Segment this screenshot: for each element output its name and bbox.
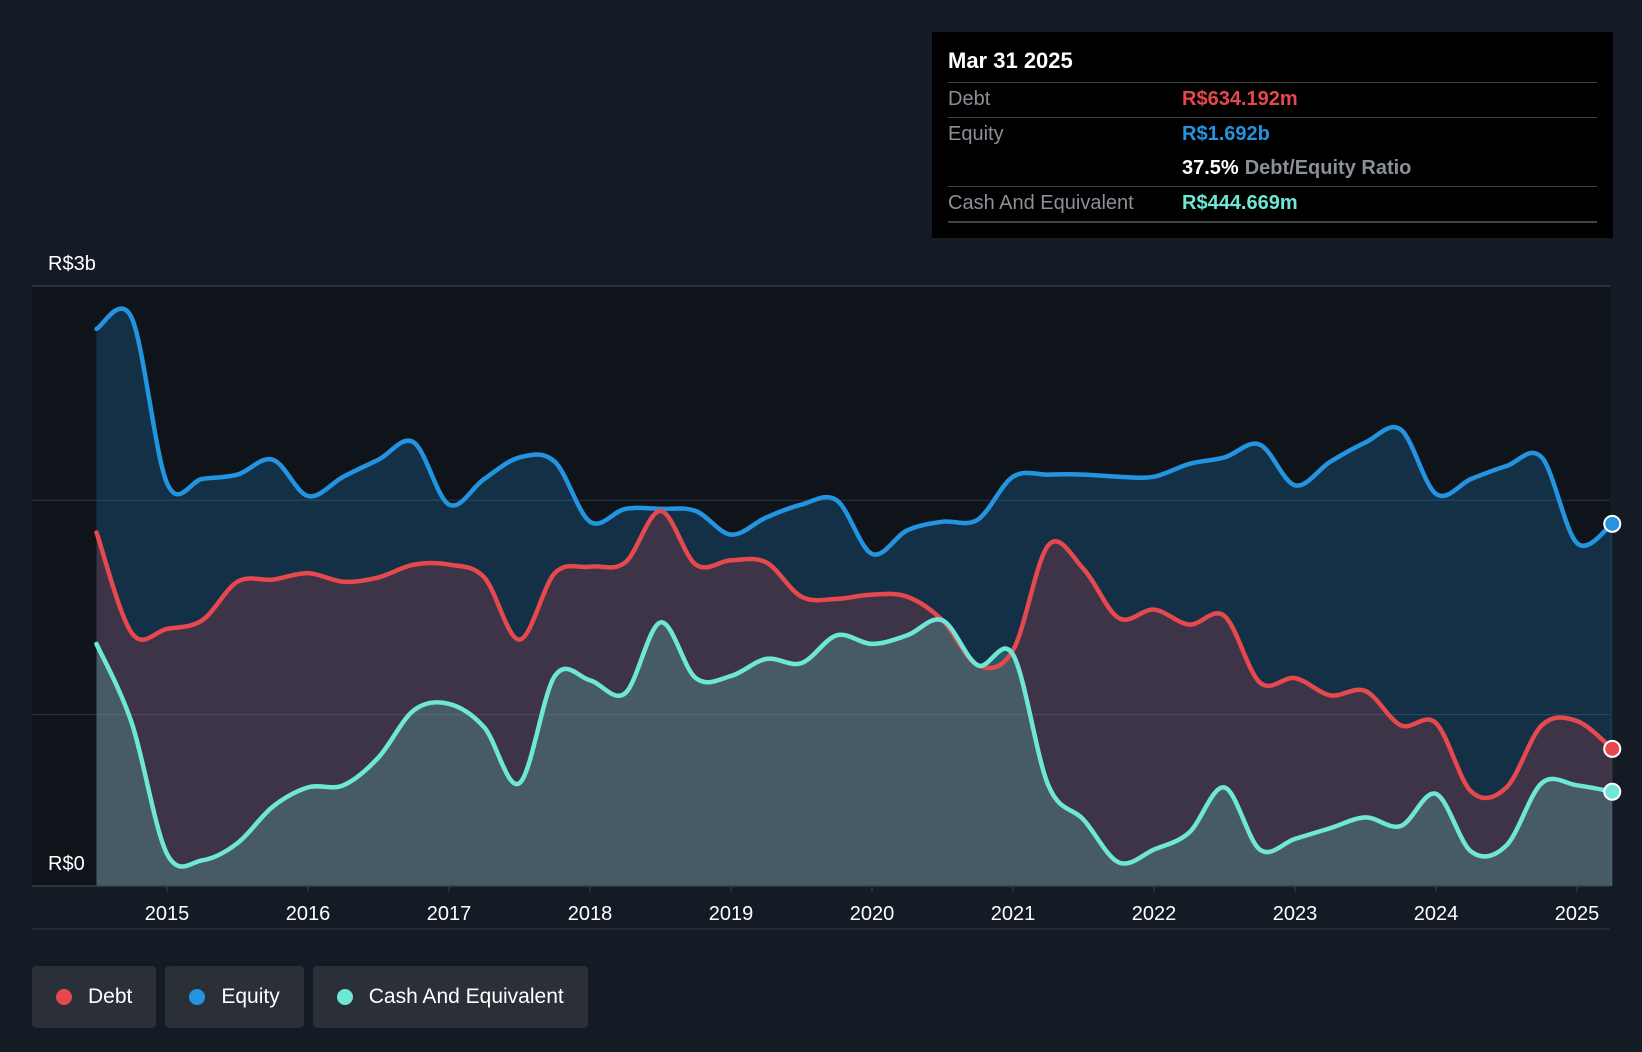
x-tick-label: 2018 (568, 903, 613, 925)
x-axis-ticks: 2015 2016 2017 2018 2019 2020 2021 2022 2023 2024… (145, 886, 1600, 925)
tooltip-row-debt: Debt R$634.192m (948, 83, 1597, 118)
x-tick-label: 2022 (1132, 903, 1177, 925)
x-tick-label: 2019 (709, 903, 754, 925)
tooltip-ratio-spacer (948, 152, 1182, 186)
legend-label-debt: Debt (88, 985, 133, 1008)
tooltip-row-cash: Cash And Equivalent R$444.669m (948, 187, 1597, 223)
tooltip-row-ratio: 37.5% Debt/Equity Ratio (948, 152, 1597, 187)
area-cash (96, 619, 1613, 886)
legend-item-equity[interactable]: Equity (165, 966, 304, 1028)
tooltip-cash-value: R$444.669m (1182, 192, 1298, 214)
line-cash (94, 617, 1615, 869)
x-tick-label: 2023 (1273, 903, 1318, 925)
x-tick-label: 2020 (850, 903, 895, 925)
tooltip-ratio-value: 37.5% (1182, 157, 1239, 179)
legend-dot-cash-icon (336, 989, 353, 1005)
x-tick-label: 2025 (1555, 903, 1600, 925)
end-marker-cash[interactable] (1603, 782, 1622, 801)
legend-dot-debt-icon (56, 989, 72, 1005)
tooltip-ratio-label: Debt/Equity Ratio (1244, 157, 1412, 179)
tooltip-equity-label: Equity (948, 123, 1004, 145)
end-markers (1603, 514, 1622, 801)
line-equity (94, 306, 1615, 557)
tooltip-debt-label: Debt (948, 88, 991, 110)
tooltip-date: Mar 31 2025 (948, 46, 1597, 83)
x-tick-label: 2024 (1414, 903, 1459, 925)
legend-item-debt[interactable]: Debt (32, 966, 157, 1028)
x-tick-label: 2021 (991, 903, 1036, 925)
legend-item-cash[interactable]: Cash And Equivalent (312, 966, 588, 1028)
tooltip-cash-label: Cash And Equivalent (948, 192, 1134, 214)
legend-label-equity: Equity (221, 985, 280, 1008)
line-debt (94, 508, 1615, 801)
legend-dot-equity-icon (189, 989, 206, 1005)
end-marker-equity[interactable] (1603, 514, 1622, 533)
legend-label-cash: Cash And Equivalent (368, 985, 564, 1008)
chart-legend: Debt Equity Cash And Equivalent (32, 966, 597, 1028)
series-lines (94, 306, 1615, 869)
plot-background (32, 286, 1610, 886)
tooltip-row-equity: Equity R$1.692b (948, 118, 1597, 152)
x-tick-label: 2015 (145, 903, 190, 925)
end-marker-debt[interactable] (1603, 739, 1622, 758)
tooltip-equity-value: R$1.692b (1182, 123, 1270, 145)
tooltip-debt-value: R$634.192m (1182, 88, 1298, 110)
x-tick-label: 2016 (286, 903, 331, 925)
tooltip-panel: Mar 31 2025 Debt R$634.192m Equity R$1.6… (932, 32, 1613, 238)
grid-lines (32, 285, 1610, 930)
y-tick-label-bottom: R$0 (48, 853, 85, 875)
x-tick-label: 2017 (427, 903, 472, 925)
area-debt (96, 510, 1613, 886)
y-tick-label-top: R$3b (48, 253, 96, 275)
